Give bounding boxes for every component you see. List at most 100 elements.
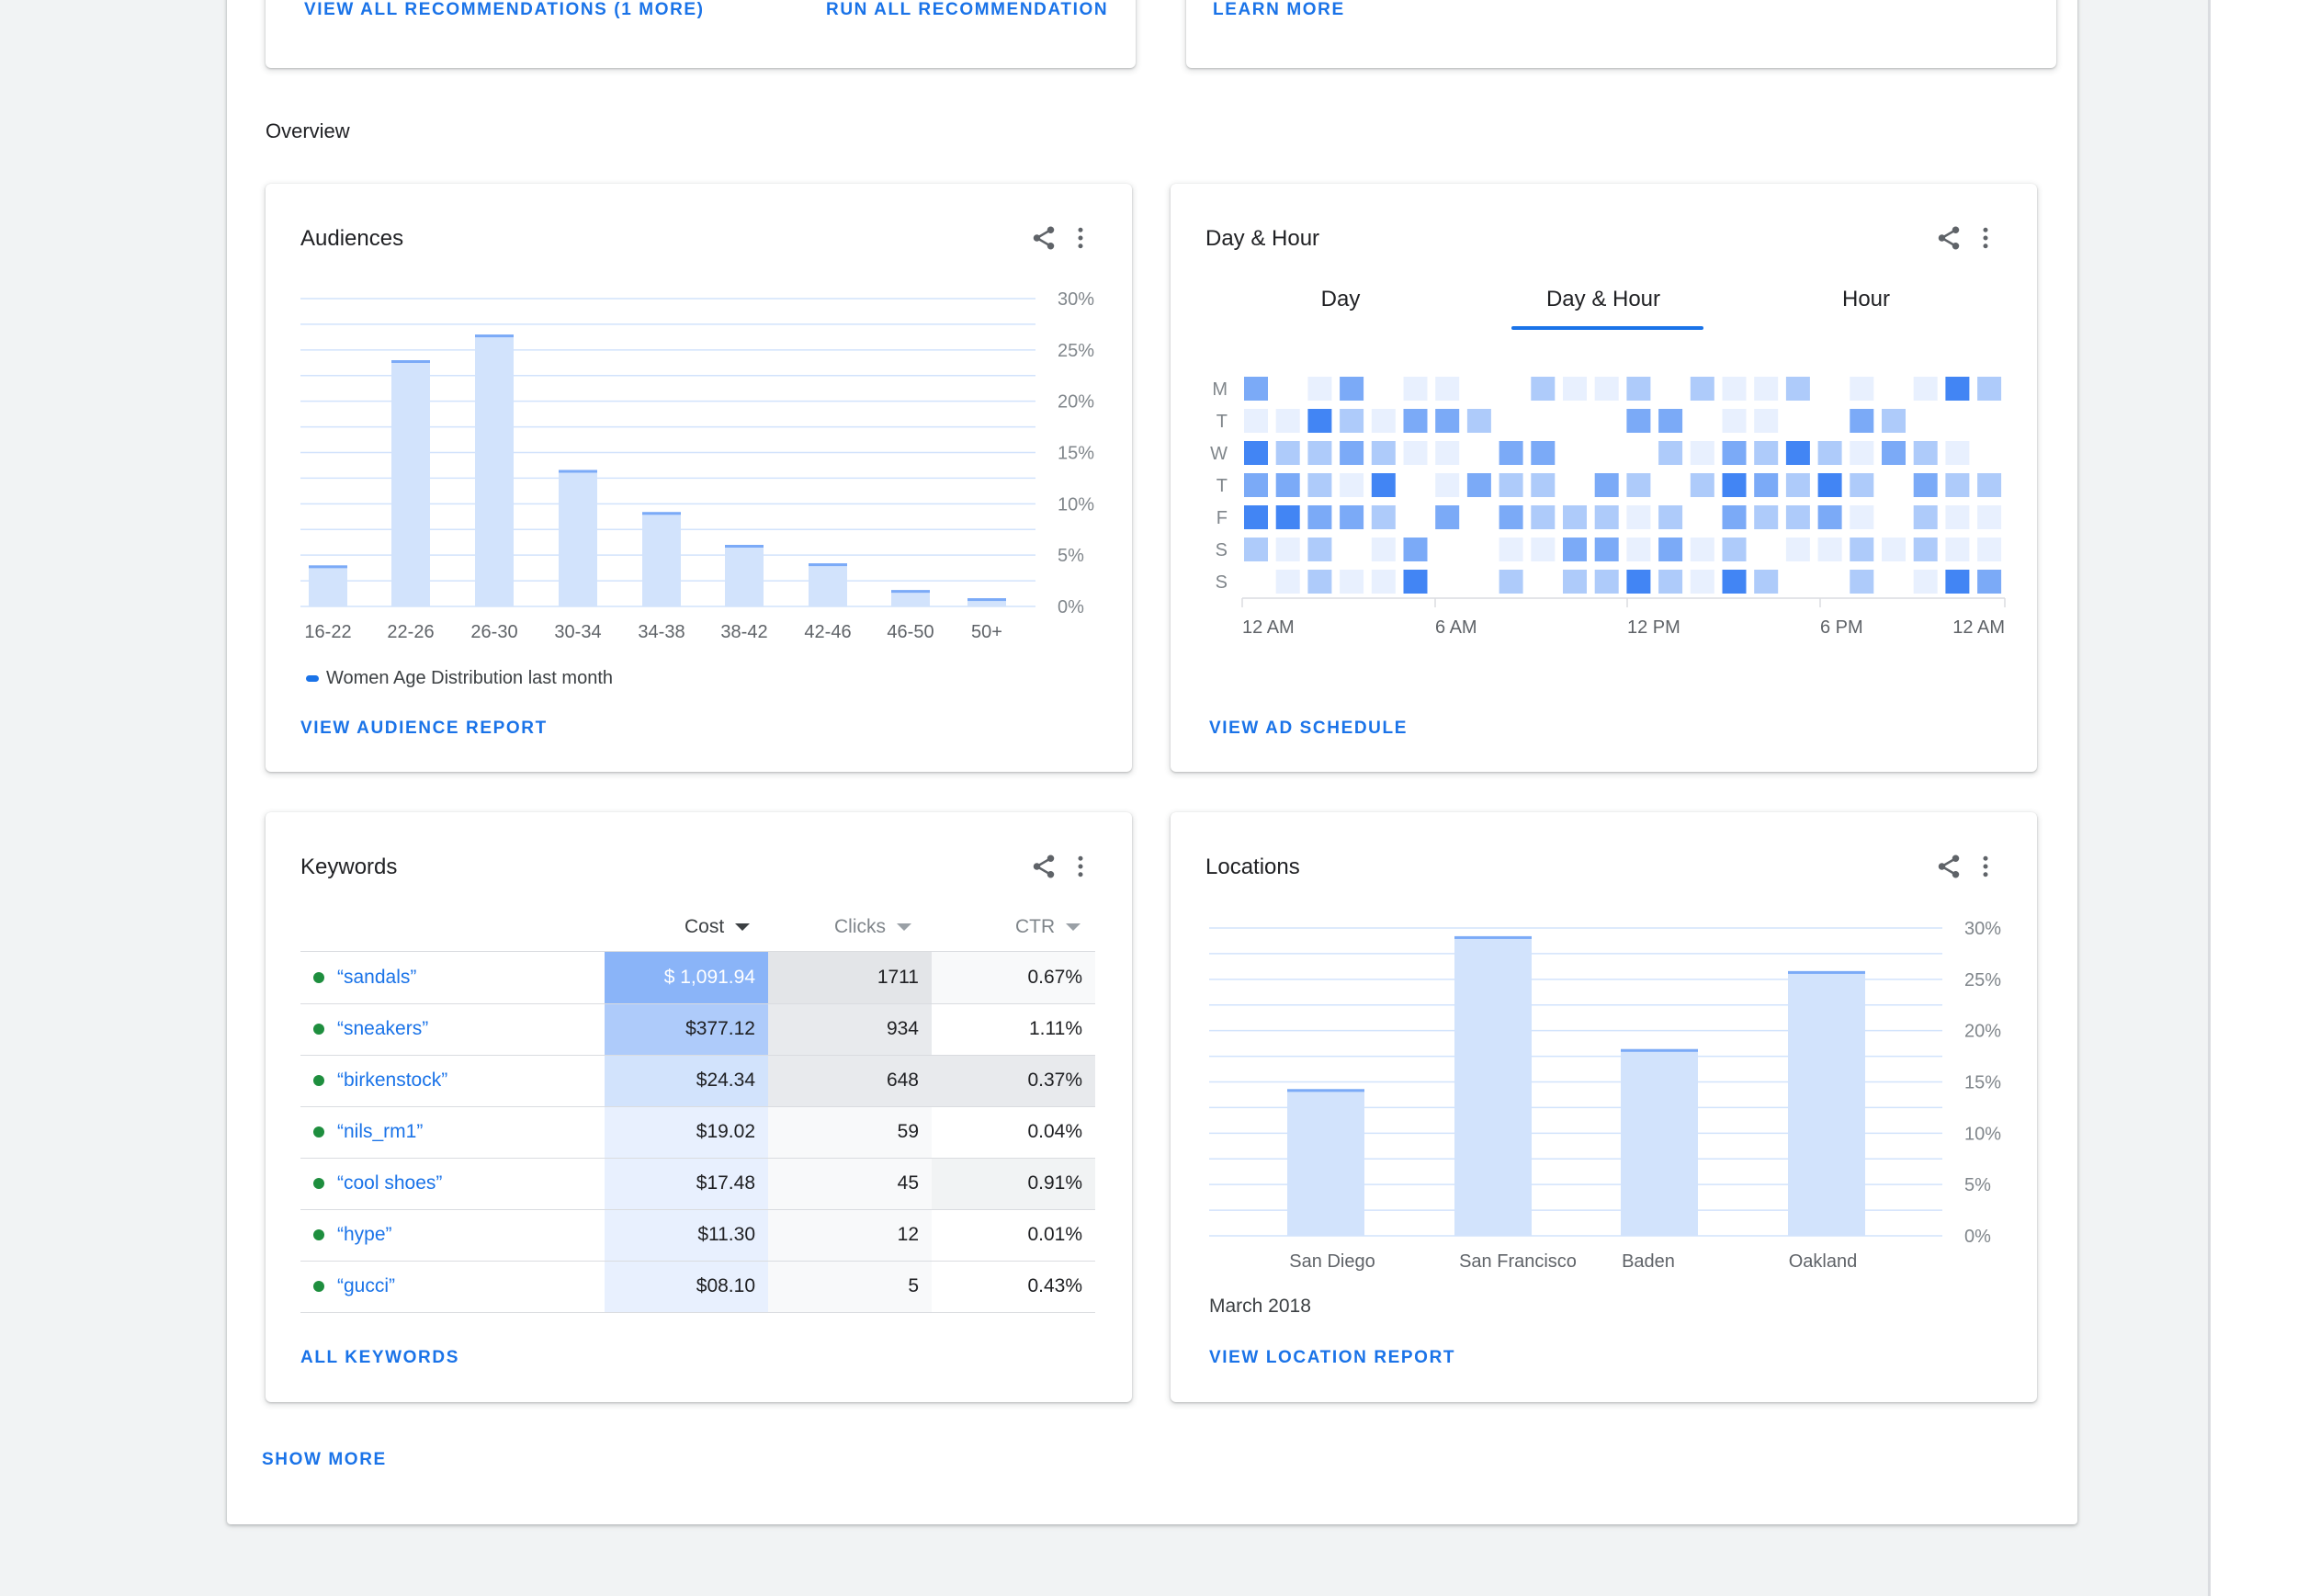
status-dot-icon: [313, 1024, 324, 1036]
recommendations-card: [266, 0, 1136, 68]
keyword-cell[interactable]: “nils_rm1”: [300, 1106, 605, 1158]
bar-top-edge: [559, 470, 597, 473]
heatmap-cell: [1275, 538, 1300, 561]
show-more-link[interactable]: SHOW MORE: [262, 1450, 387, 1469]
heatmap-cell: [1244, 505, 1268, 529]
share-icon[interactable]: [1935, 853, 1963, 880]
x-tick-label: 6 PM: [1820, 617, 1863, 638]
sort-arrow-icon: [1066, 923, 1081, 932]
keyword-link[interactable]: “hype”: [337, 1224, 392, 1245]
run-all-recommendations-link[interactable]: RUN ALL RECOMMENDATION: [826, 0, 1109, 19]
view-audience-report-link[interactable]: VIEW AUDIENCE REPORT: [300, 719, 548, 738]
table-row: “sandals” $ 1,091.94 1711 0.67%: [300, 952, 1095, 1003]
heatmap-cell: [1850, 570, 1874, 594]
heatmap-cell: [1594, 538, 1619, 561]
heatmap-cell: [1658, 409, 1683, 433]
bar-top-edge: [642, 512, 681, 515]
heatmap-cell: [1499, 441, 1523, 465]
keyword-cell[interactable]: “sandals”: [300, 952, 605, 1003]
x-tick-label: 42-46: [804, 622, 851, 642]
heatmap-cell: [1531, 377, 1556, 401]
keyword-link[interactable]: “sandals”: [337, 966, 417, 988]
bar-top-edge: [1454, 935, 1532, 939]
heatmap-cell: [1690, 570, 1714, 594]
heatmap-cell: [1435, 377, 1460, 401]
heatmap-cell: [1244, 409, 1268, 433]
heatmap-cell: [1945, 473, 1970, 497]
bar: [309, 565, 347, 606]
heatmap-cell: [1785, 441, 1810, 465]
all-keywords-link[interactable]: ALL KEYWORDS: [300, 1348, 459, 1367]
share-icon[interactable]: [1030, 853, 1058, 880]
keyword-cell[interactable]: “birkenstock”: [300, 1055, 605, 1106]
ctr-cell: 1.11%: [932, 1003, 1095, 1055]
heatmap-cell: [1882, 538, 1906, 561]
heatmap-cell: [1435, 409, 1460, 433]
y-tick-label: 5%: [1964, 1175, 1991, 1195]
y-tick-label: 25%: [1058, 341, 1094, 361]
locations-title: Locations: [1205, 855, 1300, 879]
view-ad-schedule-link[interactable]: VIEW AD SCHEDULE: [1209, 719, 1408, 738]
heatmap-cell: [1754, 473, 1779, 497]
heatmap-cell: [1403, 441, 1428, 465]
ctr-cell: 0.01%: [932, 1209, 1095, 1261]
y-tick-label: 5%: [1058, 546, 1084, 566]
bar-top-edge: [475, 334, 514, 338]
heatmap-cell: [1850, 473, 1874, 497]
heatmap-cell: [1658, 505, 1683, 529]
keyword-link[interactable]: “nils_rm1”: [337, 1121, 424, 1142]
bar-top-edge: [1788, 970, 1865, 974]
keyword-link[interactable]: “gucci”: [337, 1275, 396, 1296]
tab-day-hour[interactable]: Day & Hour: [1545, 287, 1661, 311]
bar-top-edge: [309, 565, 347, 569]
column-header-ctr[interactable]: CTR: [1015, 916, 1081, 938]
table-row: “birkenstock” $24.34 648 0.37%: [300, 1055, 1095, 1106]
heatmap-cell: [1850, 377, 1874, 401]
more-vert-icon[interactable]: [1067, 224, 1094, 252]
clicks-cell: 59: [768, 1106, 932, 1158]
ctr-cell: 0.04%: [932, 1106, 1095, 1158]
heatmap-cell: [1850, 538, 1874, 561]
keyword-cell[interactable]: “hype”: [300, 1209, 605, 1261]
learn-more-link[interactable]: LEARN MORE: [1213, 0, 1345, 19]
column-header-clicks[interactable]: Clicks: [834, 916, 911, 938]
tab-day[interactable]: Day: [1320, 287, 1361, 311]
heatmap-cell: [1466, 473, 1491, 497]
heatmap-cell: [1626, 538, 1651, 561]
view-all-recommendations-link[interactable]: VIEW ALL RECOMMENDATIONS (1 MORE): [304, 0, 705, 19]
share-icon[interactable]: [1030, 224, 1058, 252]
x-tick-label: 46-50: [887, 622, 934, 642]
view-location-report-link[interactable]: VIEW LOCATION REPORT: [1209, 1348, 1456, 1367]
column-header-cost[interactable]: Cost: [685, 916, 751, 938]
column-label: Clicks: [834, 916, 886, 937]
heatmap-cell: [1722, 441, 1747, 465]
more-vert-icon[interactable]: [1972, 224, 1999, 252]
status-dot-icon: [313, 1229, 324, 1241]
right-pane: [2211, 0, 2297, 1596]
heatmap-cell: [1913, 505, 1938, 529]
heatmap-cell: [1594, 505, 1619, 529]
bar: [559, 470, 597, 606]
keyword-link[interactable]: “birkenstock”: [337, 1070, 448, 1091]
heatmap-cell: [1307, 377, 1332, 401]
keyword-link[interactable]: “cool shoes”: [337, 1172, 443, 1194]
keyword-cell[interactable]: “gucci”: [300, 1261, 605, 1312]
heatmap-cell: [1945, 570, 1970, 594]
keyword-cell[interactable]: “sneakers”: [300, 1003, 605, 1055]
heatmap-cell: [1371, 570, 1396, 594]
keyword-cell[interactable]: “cool shoes”: [300, 1158, 605, 1209]
heatmap-cell: [1371, 538, 1396, 561]
heatmap-cell: [1307, 505, 1332, 529]
keyword-link[interactable]: “sneakers”: [337, 1018, 429, 1039]
heatmap-cell: [1626, 505, 1651, 529]
more-vert-icon[interactable]: [1067, 853, 1094, 880]
cost-cell: $377.12: [605, 1003, 768, 1055]
table-header-divider: [300, 951, 1095, 952]
ctr-cell: 0.91%: [932, 1158, 1095, 1209]
tab-hour[interactable]: Hour: [1841, 287, 1891, 311]
active-tab-indicator: [1511, 326, 1703, 330]
heatmap-cell: [1563, 377, 1587, 401]
share-icon[interactable]: [1935, 224, 1963, 252]
heatmap-cell: [1307, 538, 1332, 561]
more-vert-icon[interactable]: [1972, 853, 1999, 880]
